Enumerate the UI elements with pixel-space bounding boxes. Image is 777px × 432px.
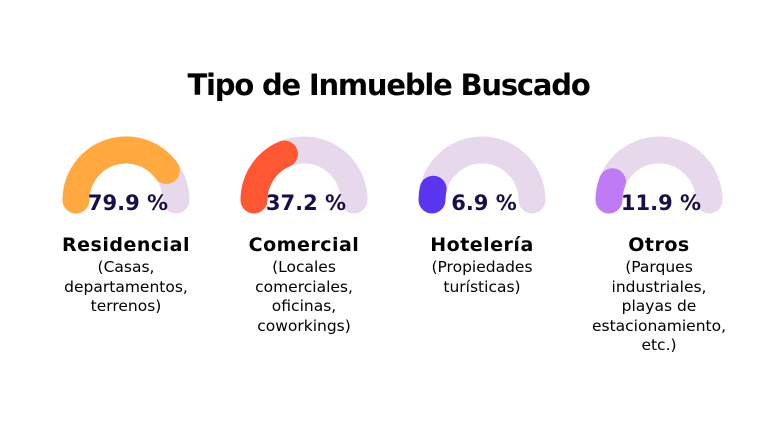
description-line: (Casas,	[97, 258, 155, 276]
category-column: Otros (Parques industriales, playas de estac…	[569, 234, 749, 356]
description-line: estacionamiento,	[591, 316, 727, 335]
description-line: turísticas)	[443, 277, 521, 296]
category-name: Hotelería	[430, 234, 534, 256]
category-name: Residencial	[62, 234, 190, 256]
description-line: terrenos)	[90, 297, 162, 315]
category-description: (Casas, departamentos, terrenos)	[36, 258, 216, 317]
description-line: coworkings)	[257, 316, 351, 335]
description-line: (Locales	[272, 258, 336, 276]
category-column: Residencial (Casas, departamentos, terrenos…	[36, 234, 216, 317]
description-line: etc.)	[641, 336, 677, 354]
gauge-value-arc	[418, 175, 447, 214]
category-description: (Locales comerciales, oficinas, coworkings)	[214, 258, 394, 336]
description-line: departamentos,	[64, 277, 188, 296]
category-column: Hotelería (Propiedades turísticas)	[392, 234, 572, 297]
description-line: comerciales,	[255, 277, 353, 296]
category-name: Otros	[628, 234, 690, 256]
description-line: playas de	[621, 297, 697, 315]
gauge-value-label: 79.9 %	[88, 191, 168, 215]
gauge-value-arc	[595, 168, 626, 214]
category-name: Comercial	[248, 234, 360, 256]
gauge-value-label: 6.9 %	[451, 191, 517, 215]
chart-title: Tipo de Inmueble Buscado	[187, 68, 590, 102]
category-description: (Parques industriales, playas de estacionam…	[569, 258, 749, 356]
gauge-value-arc	[240, 140, 298, 214]
gauge-value-label: 11.9 %	[621, 191, 701, 215]
category-column: Comercial (Locales comerciales, oficinas, co…	[214, 234, 394, 336]
description-line: (Parques	[625, 258, 693, 276]
gauge-value-arc	[62, 136, 180, 214]
description-line: industriales,	[611, 277, 707, 296]
category-description: (Propiedades turísticas)	[392, 258, 572, 297]
description-line: oficinas,	[271, 297, 337, 315]
gauge-value-label: 37.2 %	[266, 191, 346, 215]
description-line: (Propiedades	[431, 258, 533, 276]
